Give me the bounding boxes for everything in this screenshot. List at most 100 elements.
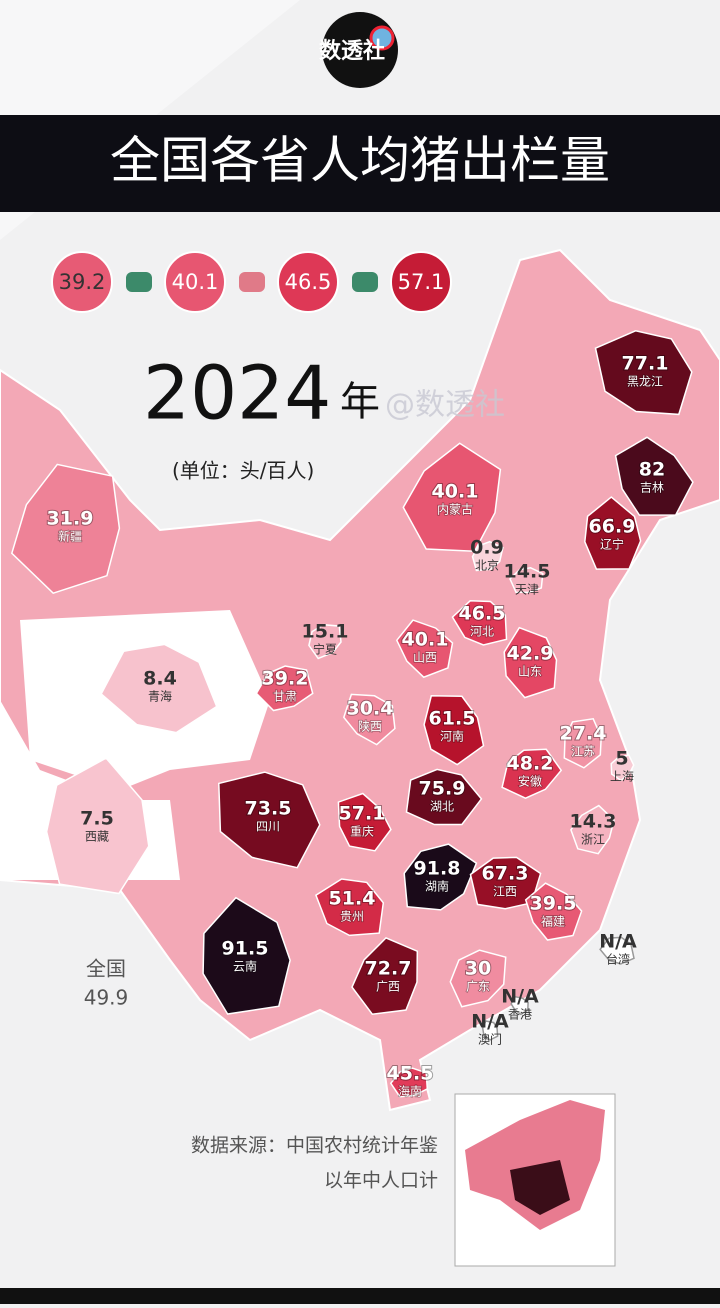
region-name: 山西 xyxy=(413,651,437,665)
region xyxy=(342,693,396,746)
note: 以年中人口计 xyxy=(324,1170,438,1192)
region-value: 30 xyxy=(465,958,491,980)
region-value: 42.9 xyxy=(507,643,554,665)
national-value: 49.9 xyxy=(84,986,129,1010)
region-name: 湖北 xyxy=(430,799,454,814)
region xyxy=(509,567,544,594)
region-value: 77.1 xyxy=(622,353,669,375)
region-value: 27.4 xyxy=(560,723,607,745)
region xyxy=(501,748,563,800)
region xyxy=(100,643,218,734)
region-value: 46.5 xyxy=(459,603,506,625)
region-name: 香港 xyxy=(508,1008,532,1022)
region-name: 浙江 xyxy=(581,833,605,847)
legend-swatch xyxy=(164,251,226,313)
region-value: 48.2 xyxy=(507,753,554,775)
bottom-bar xyxy=(0,1288,720,1304)
region-value: 31.9 xyxy=(47,508,94,530)
year-unit: 年 xyxy=(340,379,380,425)
region-value: 7.5 xyxy=(80,808,114,830)
region-name: 青海 xyxy=(148,689,172,704)
region-name: 西藏 xyxy=(85,830,109,844)
region-value: 51.4 xyxy=(329,888,376,910)
region xyxy=(614,436,694,516)
region-name: 广东 xyxy=(466,980,490,994)
region-name: 云南 xyxy=(233,959,257,974)
region xyxy=(599,936,635,965)
region-name: 陕西 xyxy=(358,719,382,734)
logo-text: 数透社 xyxy=(319,38,385,64)
region-value: 66.9 xyxy=(589,516,636,538)
region xyxy=(255,665,314,712)
source: 数据来源：中国农村统计年鉴 xyxy=(191,1135,438,1157)
region-value: 40.1 xyxy=(432,481,479,503)
region xyxy=(449,949,507,1008)
region-name: 海南 xyxy=(398,1084,422,1099)
region-value: 73.5 xyxy=(245,798,292,820)
region-name: 辽宁 xyxy=(600,537,624,552)
region-value: 8.4 xyxy=(143,668,177,690)
region xyxy=(524,882,583,941)
region-name: 北京 xyxy=(475,559,499,573)
region-name: 安徽 xyxy=(518,774,542,789)
year: 2024 xyxy=(143,351,331,437)
inset-south xyxy=(510,1160,570,1215)
region xyxy=(308,623,342,660)
region xyxy=(351,937,419,1015)
region-name: 贵州 xyxy=(340,910,364,924)
region-value: 14.5 xyxy=(504,561,551,583)
region-value: 30.4 xyxy=(347,698,394,720)
legend-value: 40.1 xyxy=(172,270,219,294)
legend-icon xyxy=(239,272,265,292)
region xyxy=(584,496,642,570)
region-name: 吉林 xyxy=(640,481,664,495)
region xyxy=(389,1067,429,1098)
unit: (单位：头/百人) xyxy=(172,459,314,483)
region xyxy=(610,754,635,782)
region-value: 40.1 xyxy=(402,629,449,651)
region-name: 澳门 xyxy=(478,1032,502,1047)
region-value: 39.2 xyxy=(262,668,309,690)
region xyxy=(395,619,454,679)
region-name: 天津 xyxy=(515,583,539,597)
region-name: 江苏 xyxy=(571,745,595,759)
region-name: 湖南 xyxy=(425,879,449,894)
region-value: 91.8 xyxy=(414,858,461,880)
region-value: 82 xyxy=(639,459,665,481)
legend-icon xyxy=(126,272,152,292)
legend-swatch xyxy=(390,251,452,313)
region xyxy=(471,540,504,572)
region xyxy=(403,843,478,911)
region xyxy=(337,792,392,852)
region-value: N/A xyxy=(471,1011,509,1033)
region-name: 重庆 xyxy=(350,825,374,839)
legend-swatch xyxy=(277,251,339,313)
region-name: 甘肃 xyxy=(273,690,297,704)
region xyxy=(405,768,483,826)
title: 全国各省人均猪出栏量 xyxy=(110,132,610,190)
region-name: 台湾 xyxy=(606,952,630,967)
region-value: 57.1 xyxy=(339,803,386,825)
region xyxy=(45,757,150,895)
region-name: 上海 xyxy=(610,769,634,784)
region-name: 江西 xyxy=(493,885,517,899)
region-value: N/A xyxy=(501,986,539,1008)
region xyxy=(202,896,291,1015)
region-name: 黑龙江 xyxy=(627,375,663,389)
region xyxy=(594,330,693,416)
legend-swatch xyxy=(51,251,113,313)
region-name: 内蒙古 xyxy=(437,502,473,517)
region xyxy=(451,600,508,646)
region-value: 39.5 xyxy=(530,893,577,915)
region xyxy=(402,442,502,552)
region-value: 14.3 xyxy=(570,811,617,833)
region-name: 广西 xyxy=(376,980,400,994)
region-name: 四川 xyxy=(256,820,280,834)
legend: 39.2 40.1 46.5 57.1 xyxy=(51,251,452,313)
region-name: 宁夏 xyxy=(313,642,337,657)
region xyxy=(10,463,121,595)
legend-value: 46.5 xyxy=(285,270,332,294)
title-band xyxy=(0,115,720,212)
